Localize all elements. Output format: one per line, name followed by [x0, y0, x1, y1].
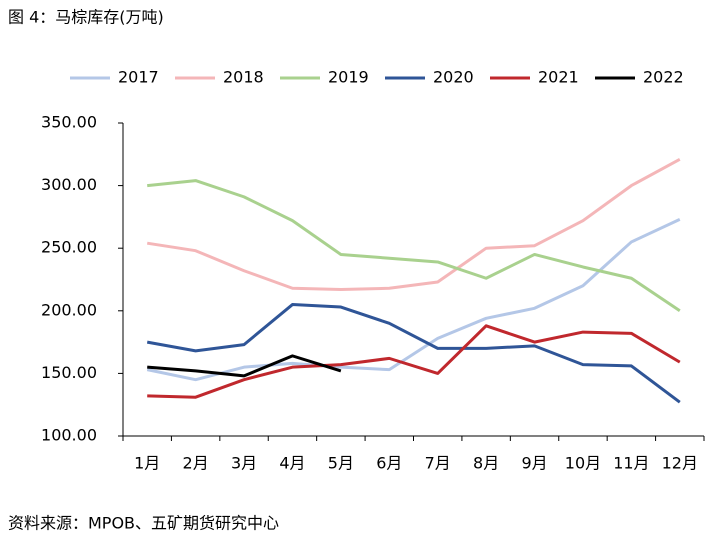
y-tick-label: 200.00	[41, 300, 97, 319]
series-line	[146, 218, 681, 382]
x-tick-label: 5月	[328, 454, 354, 473]
x-tick-label: 2月	[183, 454, 209, 473]
chart-title: 图 4：马棕库存(万吨)	[8, 8, 164, 27]
y-tick-label: 350.00	[41, 113, 97, 132]
series-line	[147, 179, 681, 313]
legend-label: 2021	[538, 68, 579, 87]
series-line	[146, 157, 681, 292]
x-tick-label: 1月	[134, 454, 160, 473]
legend-label: 2022	[643, 68, 684, 87]
legend-label: 2020	[433, 68, 474, 87]
x-tick-label: 4月	[279, 454, 305, 473]
x-tick-label: 12月	[662, 454, 698, 473]
x-tick-label: 7月	[425, 454, 451, 473]
series-line	[147, 324, 681, 399]
y-tick-label: 300.00	[41, 175, 97, 194]
x-tick-label: 11月	[613, 454, 649, 473]
legend-label: 2017	[118, 68, 159, 87]
legend-label: 2018	[223, 68, 264, 87]
y-tick-label: 250.00	[41, 238, 97, 257]
x-tick-label: 3月	[231, 454, 257, 473]
x-tick-label: 8月	[473, 454, 499, 473]
x-tick-label: 10月	[565, 454, 601, 473]
series-line	[147, 354, 342, 378]
y-tick-label: 100.00	[41, 426, 97, 445]
y-tick-label: 150.00	[41, 363, 97, 382]
source-note: 资料来源：MPOB、五矿期货研究中心	[8, 514, 279, 533]
series-line	[146, 303, 681, 404]
legend-label: 2019	[328, 68, 369, 87]
x-tick-label: 6月	[376, 454, 402, 473]
x-tick-label: 9月	[521, 454, 547, 473]
